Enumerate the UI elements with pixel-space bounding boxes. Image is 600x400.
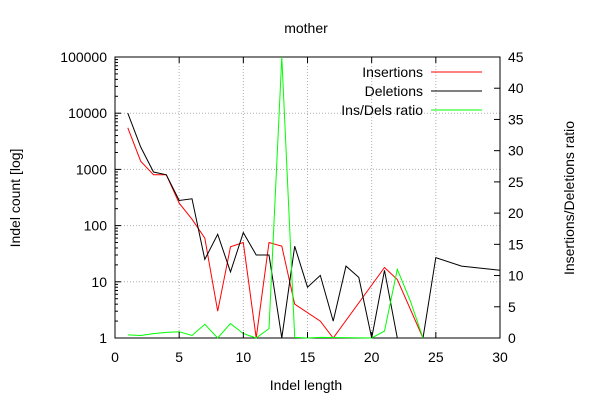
y-tick-label: 100 xyxy=(84,218,108,234)
y2-tick-label: 10 xyxy=(508,268,524,284)
chart-title: mother xyxy=(284,20,328,36)
y2-tick-label: 25 xyxy=(508,174,524,190)
series-line-0 xyxy=(127,127,424,339)
series-line-1 xyxy=(127,113,501,339)
x-tick-label: 25 xyxy=(428,349,444,365)
axis-ticks: 0 5 10 15 20 25 30 1 10 100 1000 10000 100000 0 5 10 15 2… xyxy=(60,49,524,365)
x-tick-label: 0 xyxy=(111,349,119,365)
grid-lines xyxy=(115,57,500,338)
legend-label-1: Deletions xyxy=(365,83,423,99)
y-axis-label: Indel count [log] xyxy=(7,149,23,248)
y2-tick-label: 40 xyxy=(508,80,524,96)
legend: Insertions Deletions Ins/Dels ratio xyxy=(341,64,482,118)
series-line-2 xyxy=(127,56,424,339)
y-tick-label: 10000 xyxy=(68,105,107,121)
y2-tick-label: 20 xyxy=(508,205,524,221)
y2-tick-label: 5 xyxy=(508,299,516,315)
x-tick-label: 15 xyxy=(300,349,316,365)
series-lines xyxy=(127,56,501,339)
x-axis-label: Indel length xyxy=(270,377,342,393)
y-tick-label: 1000 xyxy=(76,161,107,177)
y2-axis-label: Insertions/Deletions ratio xyxy=(561,121,577,275)
y2-tick-label: 15 xyxy=(508,236,524,252)
y-tick-label: 100000 xyxy=(60,49,107,65)
x-tick-label: 30 xyxy=(492,349,508,365)
x-tick-label: 5 xyxy=(175,349,183,365)
y-tick-label: 10 xyxy=(91,274,107,290)
x-tick-label: 10 xyxy=(236,349,252,365)
legend-label-0: Insertions xyxy=(362,64,423,80)
x-tick-label: 20 xyxy=(364,349,380,365)
y2-tick-label: 45 xyxy=(508,49,524,65)
y2-tick-label: 30 xyxy=(508,143,524,159)
y-tick-label: 1 xyxy=(99,330,107,346)
y2-tick-label: 0 xyxy=(508,330,516,346)
y2-tick-label: 35 xyxy=(508,111,524,127)
legend-label-2: Ins/Dels ratio xyxy=(341,102,423,118)
